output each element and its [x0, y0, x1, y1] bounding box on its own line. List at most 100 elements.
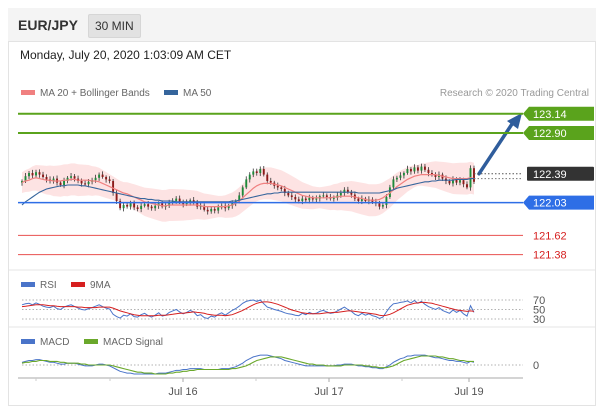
candle-body — [409, 169, 412, 172]
level-label-122.39: 122.39 — [533, 169, 567, 181]
ma50-line — [21, 178, 474, 206]
datetime-label: Monday, July 20, 2020 1:03:09 AM CET — [20, 48, 232, 62]
candle-body — [42, 174, 44, 177]
candle-body — [452, 179, 454, 184]
candle-body — [357, 198, 360, 201]
candle-body — [241, 187, 244, 196]
rsi-tick-70: 70 — [533, 295, 545, 307]
macd-panel: 0 — [21, 354, 539, 375]
price-levels: 123.14 122.90 122.39 122.03 121.62 121.38 — [18, 106, 594, 262]
candle-body — [161, 203, 164, 207]
candle-body — [416, 167, 419, 171]
candle-body — [119, 201, 122, 209]
candle-body — [399, 175, 402, 178]
candle-body — [304, 198, 307, 201]
forecast-arrow-head — [507, 113, 522, 129]
x-tick-label: Jul 19 — [454, 386, 483, 398]
candle-body — [112, 181, 115, 193]
candle-body — [262, 169, 265, 175]
candle-body — [192, 200, 195, 202]
candle-body — [473, 168, 475, 182]
candle-body — [28, 173, 30, 177]
rsi-ma-legend-swatch — [71, 282, 85, 287]
rsi-legend-swatch — [21, 282, 35, 287]
level-label-122.03: 122.03 — [533, 198, 567, 210]
candle-body — [325, 195, 328, 197]
candle-body — [455, 179, 458, 183]
candle-body — [66, 177, 69, 181]
candle-body — [322, 195, 325, 197]
candle-body — [84, 183, 87, 185]
candle-body — [423, 166, 426, 170]
candle-body — [217, 207, 220, 211]
candle-body — [459, 180, 461, 183]
candle-body — [248, 174, 251, 180]
timeframe-badge[interactable]: 30 MIN — [88, 14, 141, 38]
ma20-legend-label: MA 20 + Bollinger Bands — [40, 88, 150, 99]
level-label-121.62: 121.62 — [533, 230, 567, 242]
candle-body — [21, 181, 23, 183]
candle-body — [185, 202, 188, 205]
forecast-arrow-shaft — [477, 119, 516, 176]
candle-body — [381, 205, 384, 207]
current-price-box — [527, 166, 594, 181]
bollinger-band — [22, 161, 474, 222]
candle-body — [52, 178, 55, 181]
price-panel — [21, 113, 522, 222]
candle-body — [45, 177, 48, 180]
chart-header: EUR/JPY 30 MIN — [8, 8, 596, 42]
candle-body — [255, 171, 258, 173]
candle-body — [140, 205, 143, 209]
candle-body — [385, 197, 388, 205]
candle-body — [196, 201, 199, 207]
candle-body — [98, 174, 101, 178]
candle-body — [315, 198, 318, 200]
candle-body — [206, 209, 209, 212]
candle-body — [63, 181, 66, 185]
x-tick-label: Jul 16 — [168, 386, 197, 398]
candle-body — [343, 189, 346, 193]
candle-body — [406, 169, 409, 173]
macd-signal-legend-swatch — [84, 339, 98, 344]
rsi-tick-50: 50 — [533, 305, 545, 317]
candle-body — [269, 181, 272, 183]
candle-body — [378, 203, 381, 207]
ma20-line — [21, 174, 475, 208]
candle-body — [168, 202, 171, 206]
macd-signal-legend-label: MACD Signal — [103, 337, 163, 348]
candle-body — [122, 205, 125, 209]
candle-body — [126, 205, 129, 207]
currency-pair-title: EUR/JPY — [18, 17, 78, 33]
candle-body — [297, 199, 300, 201]
candle-body — [129, 203, 132, 207]
candle-body — [462, 180, 465, 185]
level-box-122.90 — [523, 126, 594, 140]
candle-body — [175, 198, 178, 201]
candle-body — [73, 176, 76, 179]
candle-body — [38, 172, 41, 175]
level-label-121.38: 121.38 — [533, 250, 567, 262]
rsi-legend-label: RSI — [40, 280, 57, 291]
candle-body — [430, 173, 433, 175]
macd-tick-0: 0 — [533, 360, 539, 372]
candle-body — [171, 201, 174, 203]
candle-body — [395, 177, 398, 180]
candle-body — [427, 169, 430, 173]
candle-body — [339, 193, 342, 196]
candle-body — [287, 193, 290, 196]
ma50-legend-swatch — [164, 90, 178, 95]
candle-body — [108, 179, 111, 181]
candle-body — [87, 181, 90, 185]
candle-body — [413, 167, 416, 172]
candle-body — [147, 204, 150, 207]
candle-body — [31, 173, 34, 176]
candle-body — [136, 207, 139, 209]
ma20-legend-swatch — [21, 90, 35, 95]
candle-body — [448, 181, 451, 184]
candle-body — [59, 182, 62, 185]
candle-body — [24, 176, 27, 181]
rsi-tick-30: 30 — [533, 314, 545, 326]
candle-body — [420, 166, 423, 171]
rsi-ma-line — [21, 301, 475, 317]
